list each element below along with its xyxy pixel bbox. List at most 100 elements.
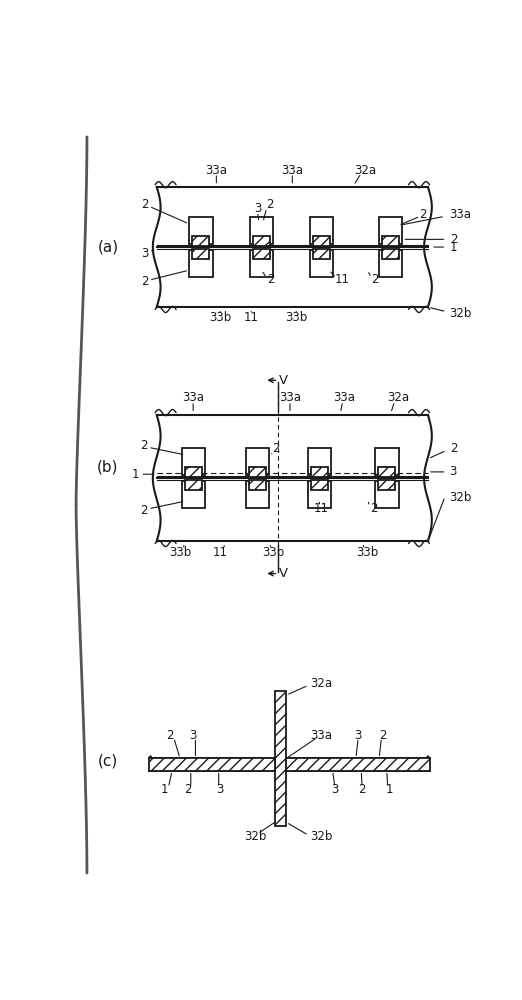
Bar: [381, 464, 393, 475]
Text: 2: 2: [420, 208, 427, 221]
Bar: [308, 448, 331, 475]
Text: 11: 11: [335, 273, 349, 286]
Text: 2: 2: [140, 504, 148, 517]
Text: 2: 2: [267, 273, 275, 286]
Bar: [187, 464, 199, 475]
Bar: [311, 480, 328, 490]
Bar: [189, 217, 212, 244]
Bar: [149, 758, 275, 771]
Bar: [375, 481, 398, 508]
Text: 2: 2: [372, 273, 379, 286]
Bar: [246, 448, 269, 475]
Text: 2: 2: [449, 442, 457, 455]
Text: 2: 2: [379, 729, 387, 742]
Text: 2: 2: [140, 439, 148, 452]
Bar: [313, 249, 330, 259]
Text: 2: 2: [272, 442, 280, 455]
Text: 3: 3: [189, 729, 197, 742]
Bar: [384, 233, 397, 244]
Text: (a): (a): [97, 240, 118, 255]
Bar: [185, 466, 201, 477]
Bar: [195, 250, 207, 261]
Text: 32a: 32a: [310, 677, 333, 690]
Bar: [251, 481, 264, 492]
Bar: [382, 235, 399, 246]
Text: 32a: 32a: [387, 391, 410, 404]
Text: 11: 11: [244, 311, 259, 324]
Bar: [182, 481, 205, 508]
Text: 33b: 33b: [285, 311, 307, 324]
Bar: [249, 480, 266, 490]
Bar: [251, 464, 264, 475]
Text: 32a: 32a: [354, 164, 376, 177]
Bar: [310, 250, 334, 277]
Text: 33a: 33a: [449, 208, 472, 221]
Text: 1: 1: [161, 783, 168, 796]
Bar: [375, 448, 398, 475]
Text: 2: 2: [166, 729, 174, 742]
Bar: [378, 466, 395, 477]
Bar: [310, 217, 334, 244]
Bar: [250, 250, 273, 277]
Bar: [253, 235, 270, 246]
Text: 3: 3: [331, 783, 339, 796]
Text: 33a: 33a: [205, 164, 228, 177]
Bar: [311, 466, 328, 477]
Text: 33a: 33a: [182, 391, 204, 404]
Text: 3: 3: [449, 465, 457, 478]
Text: (b): (b): [97, 459, 118, 474]
Text: 11: 11: [213, 546, 228, 559]
Text: 2: 2: [370, 502, 377, 515]
Text: 3: 3: [217, 783, 224, 796]
Bar: [384, 250, 397, 261]
Bar: [255, 250, 268, 261]
Text: 2: 2: [266, 198, 274, 211]
Text: 33a: 33a: [279, 391, 301, 404]
Bar: [255, 233, 268, 244]
Text: 33b: 33b: [169, 546, 191, 559]
Text: 2: 2: [141, 198, 149, 211]
Text: 33b: 33b: [262, 546, 284, 559]
Bar: [250, 217, 273, 244]
Bar: [192, 235, 209, 246]
Bar: [313, 464, 326, 475]
Bar: [379, 217, 402, 244]
Text: 1: 1: [132, 468, 139, 481]
Bar: [189, 250, 212, 277]
Text: 2: 2: [141, 275, 149, 288]
Text: V: V: [278, 374, 288, 387]
Text: 3: 3: [141, 247, 149, 260]
Text: 32b: 32b: [244, 830, 266, 843]
Text: 3: 3: [254, 202, 261, 215]
Text: V: V: [278, 567, 288, 580]
Bar: [379, 250, 402, 277]
Text: 32b: 32b: [449, 307, 472, 320]
Text: 2: 2: [449, 233, 457, 246]
Text: (c): (c): [98, 753, 118, 768]
Text: 33a: 33a: [281, 164, 303, 177]
Bar: [382, 249, 399, 259]
Bar: [185, 480, 201, 490]
Text: 2: 2: [184, 783, 192, 796]
Bar: [381, 481, 393, 492]
Text: 11: 11: [314, 502, 328, 515]
Text: 1: 1: [449, 241, 457, 254]
Bar: [313, 481, 326, 492]
Bar: [187, 481, 199, 492]
Bar: [313, 235, 330, 246]
Text: 33a: 33a: [310, 729, 332, 742]
Bar: [286, 758, 430, 771]
Bar: [253, 249, 270, 259]
Bar: [315, 250, 328, 261]
Text: 2: 2: [358, 783, 366, 796]
Text: 33a: 33a: [333, 391, 355, 404]
Text: 32b: 32b: [449, 491, 472, 504]
Bar: [308, 481, 331, 508]
Bar: [249, 466, 266, 477]
Bar: [315, 233, 328, 244]
Bar: [182, 448, 205, 475]
Bar: [246, 481, 269, 508]
Text: 33b: 33b: [357, 546, 378, 559]
Text: 3: 3: [354, 729, 362, 742]
Text: 1: 1: [385, 783, 393, 796]
